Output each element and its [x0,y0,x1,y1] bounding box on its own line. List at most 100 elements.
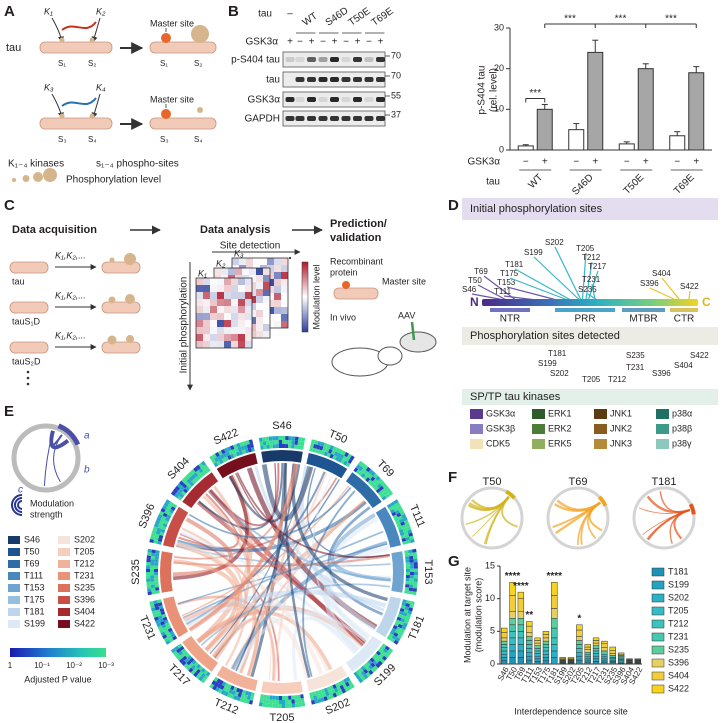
blot-band [318,57,328,62]
pvalue-cell [409,604,414,609]
pvalue-cell [220,449,226,455]
heat-cell [231,278,238,285]
bar-segment [517,644,525,652]
pvalue-cell [405,523,411,528]
pvalue-cell [386,635,392,641]
pvalue-cell [329,453,334,459]
construct-label: tau [12,276,25,286]
kinase-label: K₁ [44,6,53,16]
pvalue-cell [317,698,322,704]
series-label: − [624,157,630,168]
heat-cell [249,296,256,303]
pvalue-cell [164,517,170,522]
domain-bar [670,308,698,312]
schematic-arc [57,423,81,446]
legend-label: T181 [668,566,689,576]
pvalue-cell [250,447,255,452]
pvalue-cell [285,703,289,708]
pvalue-cell [387,490,394,496]
significance: *** [529,88,541,99]
pvalue-cell [375,663,381,669]
heat-cell [203,313,210,320]
pvalue-cell [396,626,402,632]
pvalue-cell [394,622,400,627]
strength-icon [14,497,23,513]
pvalue-cell [365,661,371,667]
pvalue-cell [150,575,155,579]
pvalue-cell [409,555,414,560]
pvalue-cell [323,442,328,448]
heat-cell [281,265,288,272]
domain-label: NTR [500,314,521,325]
pvalue-cell [288,436,292,441]
step-header: Data analysis [200,224,270,236]
pvalue-cell [288,699,292,704]
heat-cell [238,292,245,299]
pvalue-cell [182,655,188,661]
pvalue-cell [335,447,341,453]
pvalue-cell [162,505,168,510]
pvalue-cell [288,695,292,700]
pvalue-cell [395,502,401,507]
bar-segment [592,648,600,652]
legend-swatch [58,620,70,628]
pvalue-cell [167,504,173,509]
heat-cell [231,334,238,341]
pvalue-cell [154,533,160,538]
legend-swatch [651,632,665,642]
pvalue-cell [402,599,407,604]
pvalue-cell [195,464,201,470]
pvalue-cell [413,581,418,586]
pvalue-cell [377,478,383,484]
schematic-label: a [84,431,90,442]
bar-segment [501,647,508,652]
heat-cell [217,299,224,306]
pvalue-cell [347,458,353,464]
pvalue-cell [189,657,195,663]
pvalue-cell [186,660,192,666]
pvalue-cell [360,462,366,468]
kinase-label: p38γ [672,438,692,448]
bar-segment [576,655,583,661]
pvalue-cell [405,575,410,579]
series-label: − [573,157,579,168]
pvalue-cell [333,451,339,457]
pvalue-cell [335,456,340,462]
pvalue-cell [163,637,169,642]
site-label: S₄ [194,135,203,144]
bar-segment [509,611,516,619]
pvalue-cell [155,530,161,535]
blot-band [295,116,305,121]
pvalue-cell [405,559,410,563]
pvalue-cell [226,446,232,452]
bar-segment [601,650,608,655]
header-box [462,389,718,405]
pvalue-cell [240,445,245,451]
bar [587,51,604,151]
bar-segment [584,661,591,665]
blot-band [307,77,316,82]
pvalue-cell [326,452,331,458]
pvalue-cell [375,475,381,481]
heat-cell [274,321,281,328]
bar-segment [551,627,558,639]
site-line [661,277,681,301]
y-axis-label: Modulation at target site [462,567,472,663]
pvalue-cell [335,691,341,697]
pvalue-cell [310,696,315,701]
pvalue-cell [150,559,155,563]
heat-cell [249,303,256,310]
pvalue-cell [235,687,241,693]
chord [330,513,391,582]
pvalue-cell [164,509,170,515]
pvalue-cell [156,516,162,522]
pvalue-cell [223,447,229,453]
bar-segment [542,644,550,648]
legend-label: T205 [668,605,689,615]
pvalue-cell [323,451,329,457]
pvalue-cell [146,568,151,572]
pvalue-cell [200,672,206,678]
pvalue-cell [237,446,242,452]
pvalue-cell [294,699,299,704]
blot-band [341,57,351,62]
